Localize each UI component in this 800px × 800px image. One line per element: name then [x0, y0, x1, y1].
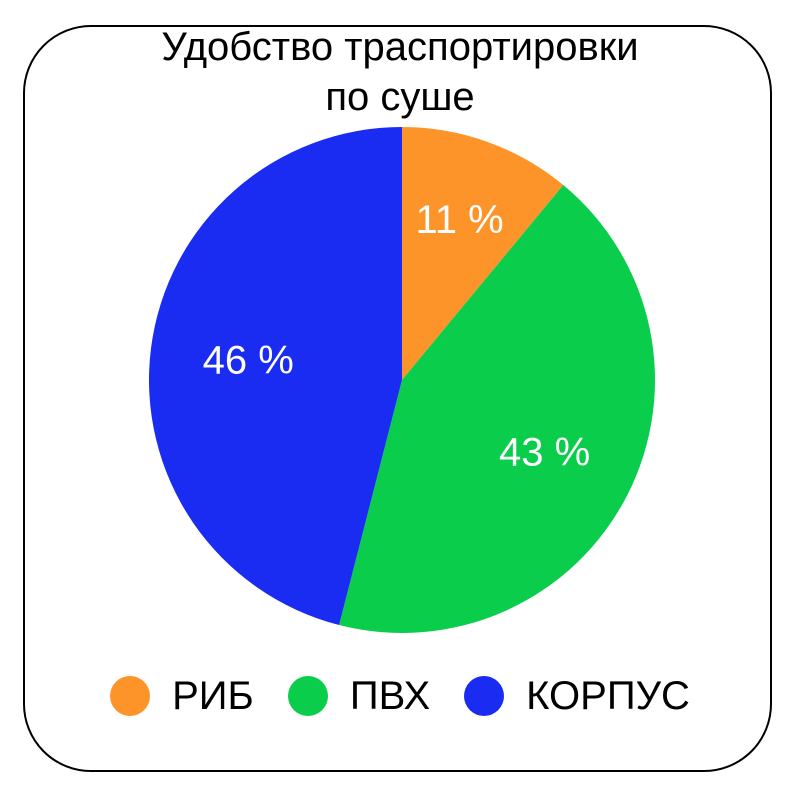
legend-label-pvh: ПВХ	[349, 673, 431, 718]
legend-swatch-pvh	[287, 676, 328, 716]
pie-slice-label-rib: 11 %	[415, 198, 503, 242]
legend-swatch-korpus	[464, 676, 505, 716]
chart-legend: РИБ ПВХ КОРПУС	[0, 664, 800, 728]
pie-slice-label-korpus: 46 %	[203, 339, 294, 383]
pie-slice-label-pvh: 43 %	[499, 431, 590, 475]
chart-title-line-2: по суше	[325, 75, 475, 119]
legend-item-pvh: ПВХ	[287, 673, 431, 719]
pie-slice-rib	[402, 127, 564, 380]
legend-swatch-rib	[110, 676, 151, 716]
legend-item-korpus: КОРПУС	[464, 674, 690, 719]
legend-label-rib: РИБ	[172, 673, 254, 718]
pie-slice-pvh	[339, 185, 655, 633]
chart-title: Удобство траспортировки по суше	[0, 22, 800, 122]
chart-title-line-1: Удобство траспортировки	[161, 25, 639, 69]
legend-label-korpus: КОРПУС	[526, 673, 690, 718]
pie-slice-korpus	[149, 127, 402, 626]
legend-item-rib: РИБ	[110, 674, 254, 719]
